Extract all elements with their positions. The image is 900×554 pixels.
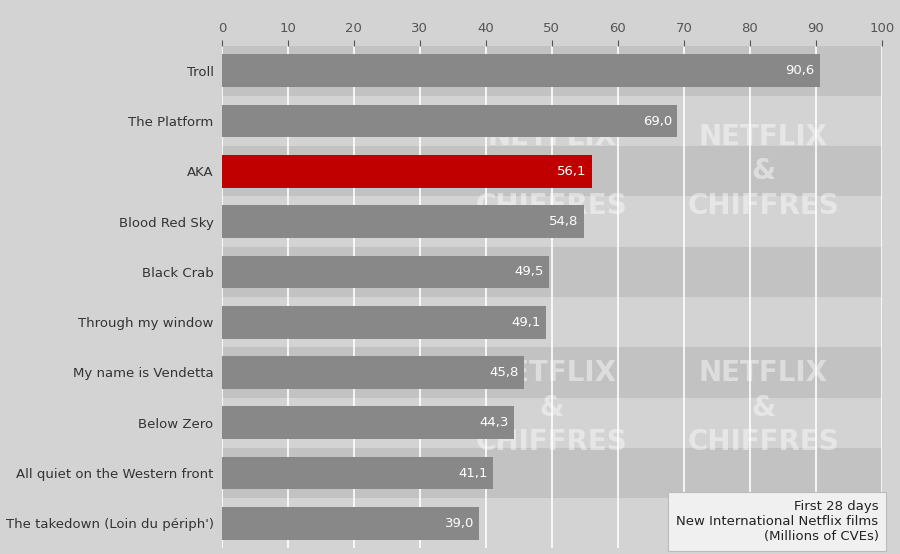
Bar (222, 507, 480, 540)
Text: NETFLIX
&
CHIFFRES: NETFLIX & CHIFFRES (688, 122, 839, 220)
Bar (222, 297, 882, 347)
Text: 69,0: 69,0 (643, 115, 672, 127)
Bar (222, 54, 820, 87)
Bar (222, 247, 882, 297)
Bar (222, 45, 882, 96)
Bar (222, 205, 583, 238)
Bar (222, 197, 882, 247)
Bar (222, 448, 882, 498)
Text: NETFLIX
&
CHIFFRES: NETFLIX & CHIFFRES (476, 122, 627, 220)
Bar (222, 356, 524, 389)
Bar (222, 398, 882, 448)
Text: 44,3: 44,3 (480, 416, 509, 429)
Bar (222, 255, 549, 288)
Bar (222, 155, 592, 188)
Bar (222, 146, 882, 197)
Text: NETFLIX
&
CHIFFRES: NETFLIX & CHIFFRES (688, 359, 839, 456)
Text: 41,1: 41,1 (458, 466, 488, 480)
Text: 49,5: 49,5 (514, 265, 544, 278)
Text: First 28 days
New International Netflix films
(Millions of CVEs): First 28 days New International Netflix … (677, 500, 878, 543)
Bar (222, 347, 882, 398)
Text: 90,6: 90,6 (786, 64, 815, 77)
Bar (222, 306, 546, 338)
Bar (222, 96, 882, 146)
Text: 49,1: 49,1 (511, 316, 541, 329)
Bar (222, 407, 514, 439)
Bar (222, 105, 677, 137)
Text: NETFLIX
&
CHIFFRES: NETFLIX & CHIFFRES (476, 359, 627, 456)
Text: 39,0: 39,0 (445, 517, 474, 530)
Text: 54,8: 54,8 (549, 215, 579, 228)
Text: 56,1: 56,1 (557, 165, 587, 178)
Text: 45,8: 45,8 (490, 366, 519, 379)
Bar (222, 498, 882, 548)
Bar (222, 456, 493, 489)
